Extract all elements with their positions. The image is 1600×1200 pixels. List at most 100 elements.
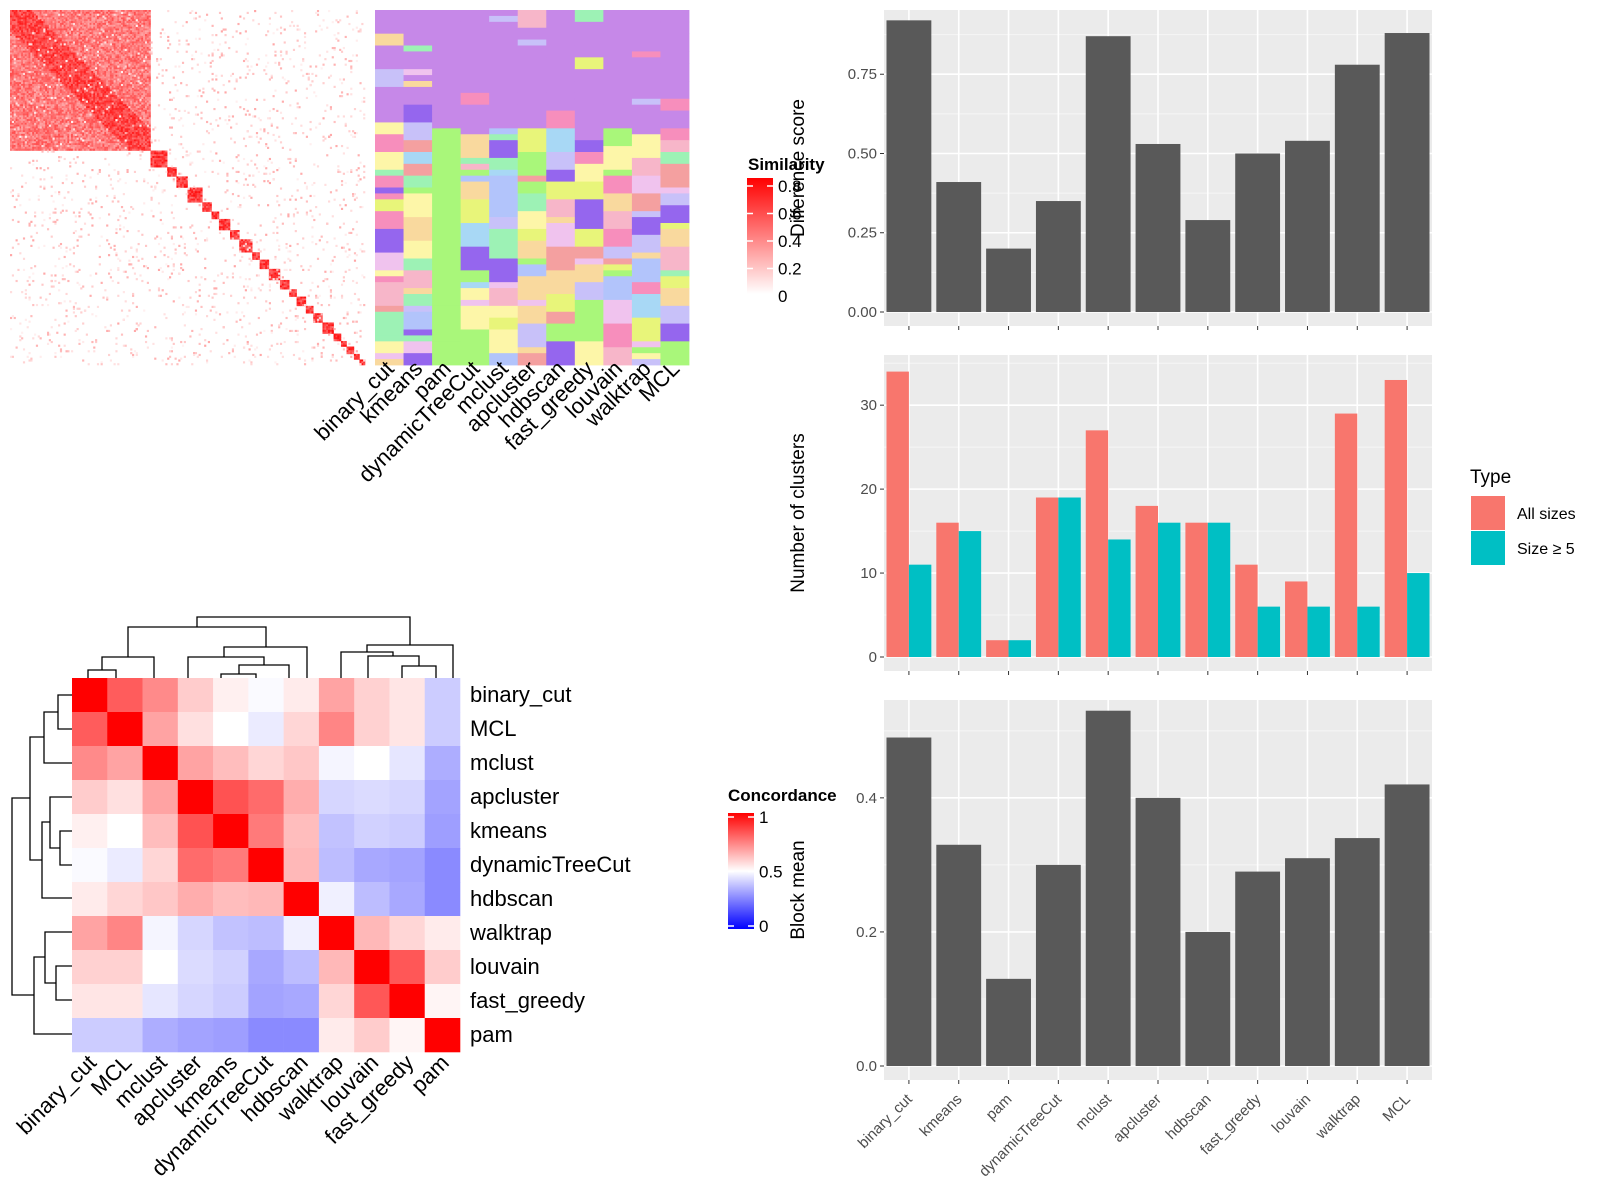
similarity-cell (132, 126, 135, 129)
similarity-cell (107, 67, 111, 70)
similarity-cell (144, 39, 148, 42)
similarity-cell (113, 120, 116, 124)
similarity-cell (35, 107, 39, 111)
similarity-cell (82, 61, 85, 64)
similarity-cell (87, 102, 90, 105)
similarity-cell (52, 58, 55, 61)
similarity-cell (120, 76, 124, 79)
similarity-cell (46, 98, 50, 101)
similarity-cell (39, 119, 42, 122)
similarity-cell (141, 61, 144, 64)
similarity-cell (24, 37, 27, 40)
similarity-cell (15, 82, 18, 85)
similarity-cell (85, 71, 88, 74)
similarity-cell (107, 56, 111, 59)
similarity-cell (22, 58, 26, 61)
similarity-cell (82, 124, 85, 127)
similarity-cell (21, 69, 24, 72)
similarity-cell (13, 43, 16, 46)
similarity-cell (119, 34, 122, 37)
similarity-cell (11, 91, 14, 94)
similarity-cell (71, 85, 74, 88)
similarity-cell (141, 107, 144, 111)
similarity-cell (120, 17, 124, 20)
similarity-cell (21, 46, 24, 50)
similarity-cell (113, 22, 116, 26)
similarity-cell (144, 102, 148, 105)
similarity-cell (45, 32, 48, 35)
similarity-cell (115, 19, 118, 22)
similarity-cell (100, 80, 103, 83)
similarity-cell (82, 76, 85, 79)
similarity-cell (67, 109, 70, 112)
similarity-cell (56, 17, 59, 20)
similarity-cell (72, 39, 76, 42)
similarity-cell (144, 37, 148, 40)
similarity-cell (63, 124, 66, 127)
similarity-cell (11, 106, 14, 109)
similarity-cell (63, 85, 66, 88)
similarity-cell (17, 21, 20, 24)
similarity-cell (124, 124, 127, 127)
similarity-cell (15, 78, 18, 81)
similarity-cell (80, 54, 83, 57)
similarity-cell (89, 48, 92, 51)
similarity-cell (50, 93, 53, 96)
similarity-cell (87, 46, 90, 50)
similarity-cell (46, 95, 50, 98)
similarity-cell (13, 107, 16, 111)
similarity-cell (21, 93, 24, 96)
similarity-cell (21, 130, 24, 133)
similarity-cell (74, 43, 77, 46)
similarity-cell (69, 85, 72, 88)
similarity-cell (22, 32, 26, 35)
similarity-cell (120, 91, 124, 94)
similarity-cell (141, 58, 144, 61)
similarity-cell (56, 111, 59, 114)
similarity-cell (113, 98, 116, 101)
similarity-cell (19, 13, 22, 16)
similarity-cell (59, 96, 63, 100)
similarity-cell (122, 59, 125, 63)
similarity-cell (34, 41, 37, 44)
similarity-cell (85, 10, 88, 13)
similarity-cell (143, 96, 146, 100)
similarity-cell (69, 109, 72, 112)
similarity-cell (146, 52, 149, 55)
similarity-cell (130, 109, 133, 112)
similarity-cell (135, 117, 138, 120)
similarity-cell (59, 104, 63, 107)
similarity-cell (39, 120, 42, 124)
similarity-cell (65, 120, 68, 124)
similarity-cell (34, 37, 37, 40)
similarity-cell (13, 111, 16, 114)
similarity-cell (122, 63, 125, 66)
similarity-cell (96, 111, 100, 114)
similarity-cell (58, 106, 61, 109)
similarity-cell (11, 93, 14, 96)
similarity-cell (30, 65, 33, 68)
similarity-cell (120, 128, 124, 131)
similarity-cell (22, 128, 26, 131)
similarity-cell (32, 124, 35, 127)
similarity-cell (59, 130, 63, 133)
similarity-cell (45, 115, 48, 118)
similarity-cell (124, 67, 127, 70)
similarity-cell (10, 113, 13, 116)
similarity-cell (28, 91, 31, 94)
similarity-cell (109, 19, 112, 22)
similarity-cell (107, 37, 111, 40)
similarity-cell (28, 54, 31, 57)
similarity-cell (91, 50, 94, 53)
similarity-cell (100, 113, 103, 116)
similarity-cell (74, 87, 77, 90)
similarity-cell (96, 72, 100, 76)
similarity-cell (96, 113, 100, 116)
similarity-cell (32, 120, 35, 124)
similarity-cell (30, 17, 33, 20)
similarity-cell (91, 83, 94, 87)
similarity-cell (141, 15, 144, 18)
similarity-cell (58, 46, 61, 50)
similarity-cell (100, 107, 103, 111)
similarity-cell (93, 124, 96, 127)
